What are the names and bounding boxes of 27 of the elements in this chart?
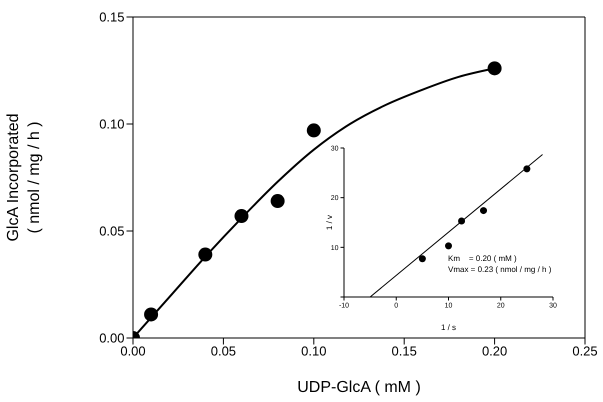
- point: [445, 242, 452, 250]
- annotation: Km = 0.20 ( mM ): [448, 254, 517, 263]
- point: [306, 123, 321, 138]
- x-tick-label: 0.10: [301, 344, 326, 359]
- point: [144, 307, 158, 322]
- x-axis-title: 1 / s: [440, 323, 456, 332]
- point: [458, 218, 466, 225]
- y-tick-label: 0.15: [99, 10, 124, 25]
- point: [488, 61, 502, 76]
- annotation: Vmax = 0.23 ( nmol / mg / h ): [448, 265, 552, 274]
- x-tick-label: 0.00: [120, 344, 146, 359]
- x-axis-title: UDP-GlcA ( mM ): [297, 379, 421, 396]
- y-axis-title: 1 / v: [325, 214, 334, 230]
- point: [480, 207, 488, 214]
- point: [198, 248, 212, 262]
- point: [418, 255, 426, 262]
- y-axis-title: GlcA Incorporated ( nmol / mg / h ): [5, 113, 43, 242]
- x-tick-label: 0.25: [572, 344, 598, 359]
- y-tick-label: 0.05: [99, 224, 124, 239]
- x-tick-label: 0.20: [482, 344, 508, 359]
- x-tick-label: 0.05: [210, 344, 236, 359]
- point: [234, 209, 248, 224]
- y-tick-label: 0.00: [99, 330, 124, 346]
- point: [270, 194, 285, 208]
- y-tick-label: 0.10: [99, 116, 124, 132]
- point: [523, 165, 530, 172]
- x-tick-label: 0.15: [392, 344, 417, 359]
